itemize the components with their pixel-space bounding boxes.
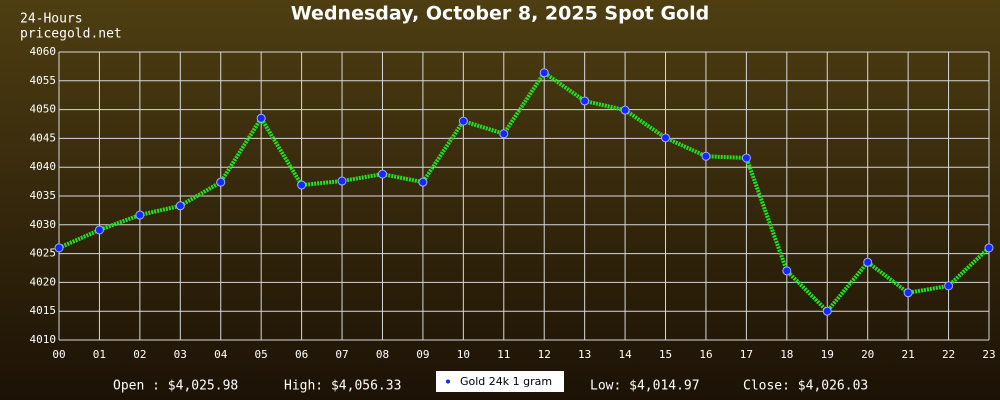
data-point bbox=[499, 129, 509, 139]
data-point bbox=[944, 281, 954, 291]
x-tick-label: 06 bbox=[295, 348, 308, 361]
data-point bbox=[54, 243, 64, 253]
x-tick-label: 23 bbox=[982, 348, 995, 361]
stat-label: Close: $4,026.03 bbox=[743, 379, 868, 394]
series-line bbox=[58, 69, 991, 315]
x-tick-label: 17 bbox=[740, 348, 753, 361]
y-tick-label: 4035 bbox=[30, 189, 57, 202]
y-tick-label: 4050 bbox=[30, 103, 57, 116]
y-tick-label: 4040 bbox=[30, 160, 57, 173]
x-tick-label: 15 bbox=[659, 348, 672, 361]
x-tick-label: 12 bbox=[538, 348, 551, 361]
y-tick-label: 4060 bbox=[30, 45, 57, 58]
y-tick-label: 4020 bbox=[30, 275, 57, 288]
data-point bbox=[135, 210, 145, 220]
data-point bbox=[661, 133, 671, 143]
x-tick-label: 19 bbox=[821, 348, 834, 361]
source-label: pricegold.net bbox=[20, 27, 122, 42]
x-tick-label: 09 bbox=[416, 348, 429, 361]
x-tick-label: 04 bbox=[214, 348, 228, 361]
legend-box bbox=[436, 371, 564, 392]
x-tick-label: 10 bbox=[457, 348, 470, 361]
x-tick-label: 00 bbox=[52, 348, 65, 361]
data-point bbox=[337, 176, 347, 186]
x-tick-label: 11 bbox=[497, 348, 510, 361]
x-tick-label: 16 bbox=[699, 348, 712, 361]
data-point bbox=[94, 225, 104, 235]
footer: Gold 24k 1 gram Open : $4,025.98 High: $4,… bbox=[113, 371, 868, 394]
x-tick-label: 02 bbox=[133, 348, 146, 361]
x-tick-label: 21 bbox=[902, 348, 915, 361]
grid: 4010 4015 4020 4025 4030 4035 4040 4045 4050 4055… bbox=[30, 45, 996, 361]
y-tick-label: 4025 bbox=[30, 247, 57, 260]
data-point bbox=[580, 96, 590, 106]
x-tick-label: 08 bbox=[376, 348, 389, 361]
stat-label: Low: $4,014.97 bbox=[590, 379, 700, 394]
period-label: 24-Hours bbox=[20, 12, 83, 27]
chart-title: Wednesday, October 8, 2025 Spot Gold bbox=[291, 3, 709, 25]
data-point bbox=[297, 180, 307, 190]
data-point bbox=[377, 169, 387, 179]
x-tick-label: 05 bbox=[255, 348, 268, 361]
x-tick-label: 01 bbox=[93, 348, 106, 361]
data-point bbox=[863, 257, 873, 267]
x-tick-label: 18 bbox=[780, 348, 793, 361]
data-point bbox=[701, 151, 711, 161]
x-tick-label: 22 bbox=[942, 348, 955, 361]
data-point bbox=[256, 113, 266, 123]
x-tick-label: 14 bbox=[618, 348, 632, 361]
data-point bbox=[175, 201, 185, 211]
data-point bbox=[620, 105, 630, 115]
data-point bbox=[822, 306, 832, 316]
data-point bbox=[539, 68, 549, 78]
x-tick-label: 13 bbox=[578, 348, 591, 361]
y-tick-label: 4045 bbox=[30, 131, 57, 144]
data-point bbox=[216, 177, 226, 187]
y-tick-label: 4030 bbox=[30, 218, 57, 231]
stat-label: Open : $4,025.98 bbox=[113, 379, 238, 394]
y-tick-label: 4015 bbox=[30, 304, 57, 317]
x-tick-label: 07 bbox=[335, 348, 348, 361]
data-point bbox=[782, 266, 792, 276]
legend-marker bbox=[446, 379, 450, 384]
legend-label: Gold 24k 1 gram bbox=[460, 375, 552, 388]
y-tick-label: 4055 bbox=[30, 74, 57, 87]
data-point bbox=[418, 177, 428, 187]
x-tick-label: 03 bbox=[174, 348, 187, 361]
data-point bbox=[984, 243, 994, 253]
x-tick-label: 20 bbox=[861, 348, 874, 361]
y-tick-label: 4010 bbox=[30, 333, 57, 346]
stat-label: High: $4,056.33 bbox=[284, 379, 401, 394]
data-point bbox=[741, 153, 751, 163]
data-point bbox=[903, 288, 913, 298]
data-point bbox=[458, 116, 468, 126]
plot bbox=[54, 68, 994, 316]
